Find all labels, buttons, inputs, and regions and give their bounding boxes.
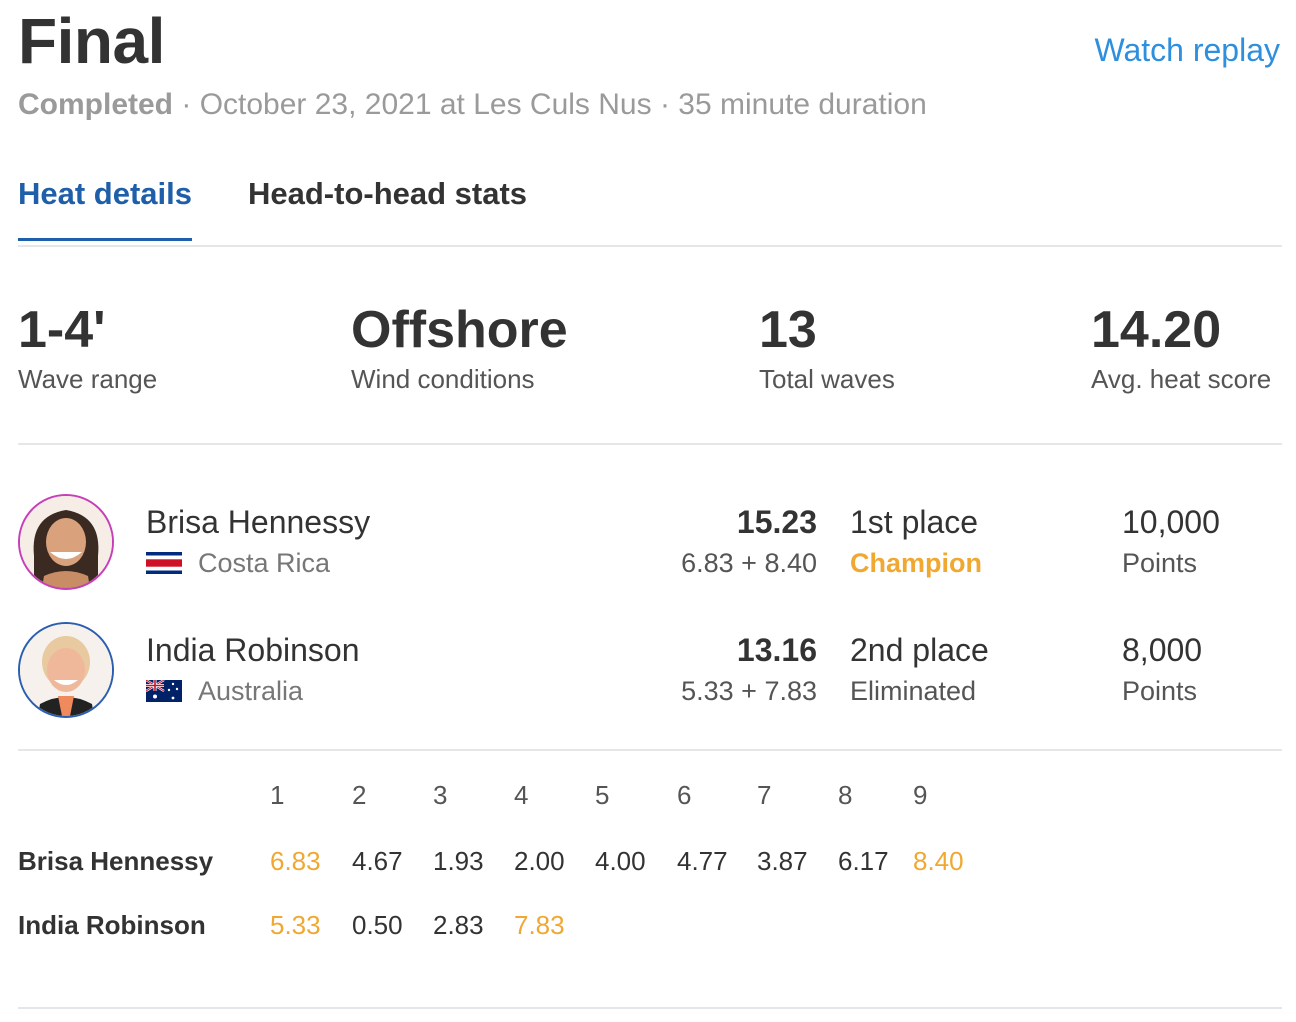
athlete-row-india-robinson[interactable]: India Robinson Australia 13.16 5.33 + 7.… bbox=[18, 622, 1282, 722]
wave-row-name: India Robinson bbox=[18, 910, 206, 940]
stat-value: Offshore bbox=[351, 301, 568, 359]
placement: 1st place bbox=[850, 504, 979, 540]
watch-replay-link[interactable]: Watch replay bbox=[1094, 32, 1280, 68]
wave-score[interactable]: 0.50 bbox=[352, 910, 403, 940]
score-breakdown: 6.83 + 8.40 bbox=[681, 548, 817, 578]
stats-divider bbox=[18, 443, 1282, 445]
wave-number: 3 bbox=[433, 780, 448, 810]
wave-score[interactable]: 2.83 bbox=[433, 910, 484, 940]
wave-score[interactable]: 8.40 bbox=[913, 846, 964, 876]
stat-value: 1-4' bbox=[18, 301, 106, 359]
wave-number: 8 bbox=[838, 780, 853, 810]
heat-duration: 35 minute duration bbox=[678, 88, 927, 121]
stat-value: 14.20 bbox=[1091, 301, 1222, 359]
points-value: 8,000 bbox=[1122, 632, 1203, 668]
wave-score[interactable]: 2.00 bbox=[514, 846, 565, 876]
stat-wind-conditions: Offshore Wind conditions bbox=[351, 300, 568, 395]
outcome-badge: Champion bbox=[850, 548, 982, 578]
wave-number: 7 bbox=[757, 780, 772, 810]
wave-number: 2 bbox=[352, 780, 367, 810]
athletes-divider bbox=[18, 749, 1282, 751]
tab-head-to-head-stats[interactable]: Head-to-head stats bbox=[248, 176, 528, 211]
placement: 2nd place bbox=[850, 632, 989, 668]
wave-number: 6 bbox=[677, 780, 692, 810]
points-value: 10,000 bbox=[1122, 504, 1220, 540]
wave-score[interactable]: 7.83 bbox=[514, 910, 565, 940]
athlete-country: Costa Rica bbox=[198, 548, 331, 578]
stat-wave-range: 1-4' Wave range bbox=[18, 300, 157, 395]
tab-heat-details[interactable]: Heat details bbox=[18, 176, 193, 241]
heat-total-score: 13.16 bbox=[736, 632, 817, 668]
wave-score[interactable]: 4.67 bbox=[352, 846, 403, 876]
stat-label: Wind conditions bbox=[351, 364, 535, 394]
avatar bbox=[18, 622, 114, 718]
athlete-name[interactable]: Brisa Hennessy bbox=[146, 504, 371, 540]
athlete-row-brisa-hennessy[interactable]: Brisa Hennessy Costa Rica 15.23 6.83 + 8… bbox=[18, 494, 1282, 594]
meta-separator: · bbox=[651, 88, 679, 121]
bottom-divider bbox=[18, 1007, 1282, 1009]
athlete-name[interactable]: India Robinson bbox=[146, 632, 360, 668]
wave-score[interactable]: 6.83 bbox=[270, 846, 321, 876]
wave-scores-table: 1 2 3 4 5 6 7 8 9 Brisa Hennessy 6.83 4.… bbox=[18, 780, 1018, 960]
wave-row-name: Brisa Hennessy bbox=[18, 846, 214, 876]
heat-total-score: 15.23 bbox=[736, 504, 817, 540]
stat-avg-heat-score: 14.20 Avg. heat score bbox=[1091, 300, 1271, 395]
meta-separator: · bbox=[173, 88, 200, 121]
wave-number: 9 bbox=[913, 780, 928, 810]
wave-number: 5 bbox=[595, 780, 610, 810]
stat-label: Wave range bbox=[18, 364, 158, 394]
points-label: Points bbox=[1122, 676, 1198, 706]
wave-score[interactable]: 4.00 bbox=[595, 846, 646, 876]
stat-value: 13 bbox=[759, 301, 817, 359]
wave-score[interactable]: 6.17 bbox=[838, 846, 889, 876]
heat-title: Final bbox=[18, 5, 165, 77]
stat-label: Total waves bbox=[759, 364, 895, 394]
avatar bbox=[18, 494, 114, 590]
wave-score[interactable]: 1.93 bbox=[433, 846, 484, 876]
costa-rica-flag-icon bbox=[146, 552, 182, 574]
wave-score[interactable]: 5.33 bbox=[270, 910, 321, 940]
athlete-country: Australia bbox=[198, 676, 304, 706]
heat-date-location: October 23, 2021 at Les Culs Nus bbox=[199, 88, 652, 121]
heat-status: Completed bbox=[18, 88, 174, 121]
australia-flag-icon bbox=[146, 680, 182, 702]
points-label: Points bbox=[1122, 548, 1198, 578]
wave-number: 4 bbox=[514, 780, 529, 810]
stat-label: Avg. heat score bbox=[1091, 364, 1272, 394]
heat-meta: Completed · October 23, 2021 at Les Culs… bbox=[18, 88, 927, 122]
wave-number: 1 bbox=[270, 780, 285, 810]
wave-score[interactable]: 4.77 bbox=[677, 846, 728, 876]
tab-bar: Heat details Head-to-head stats bbox=[18, 170, 1282, 247]
stat-total-waves: 13 Total waves bbox=[759, 300, 895, 395]
outcome-badge: Eliminated bbox=[850, 676, 977, 706]
wave-score[interactable]: 3.87 bbox=[757, 846, 808, 876]
score-breakdown: 5.33 + 7.83 bbox=[681, 676, 817, 706]
